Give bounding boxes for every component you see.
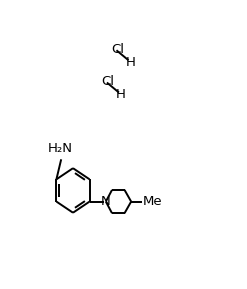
Text: H₂N: H₂N xyxy=(48,142,73,155)
Text: Cl: Cl xyxy=(102,75,115,88)
Text: H: H xyxy=(125,56,135,69)
Text: Me: Me xyxy=(143,195,162,208)
Text: H: H xyxy=(116,88,126,101)
Text: Cl: Cl xyxy=(111,43,124,56)
Text: N: N xyxy=(101,195,111,208)
